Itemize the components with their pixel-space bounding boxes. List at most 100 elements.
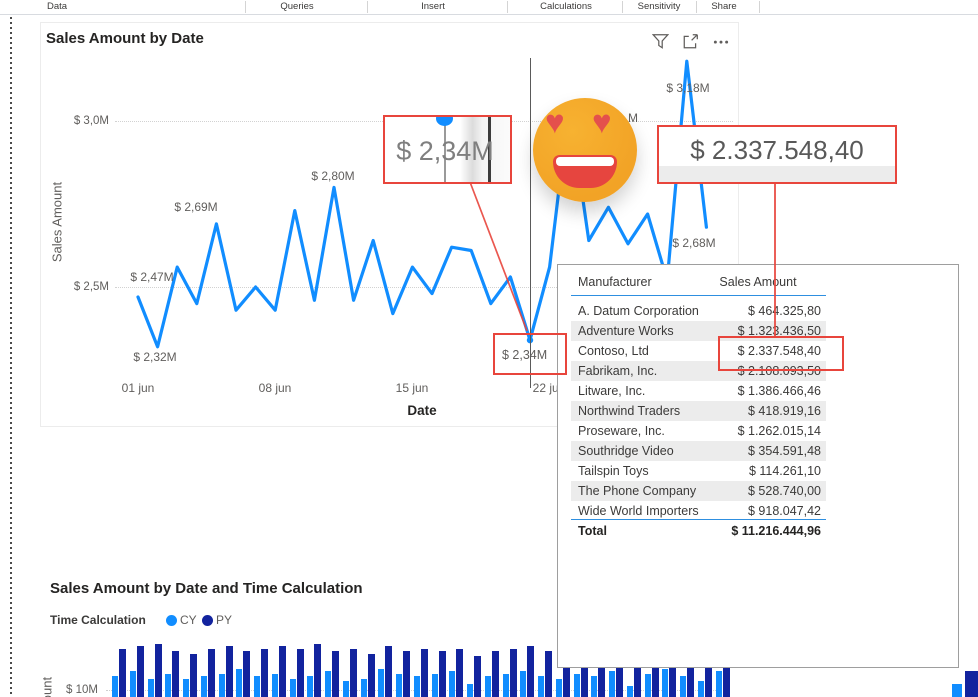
legend-dot-cy[interactable] (166, 615, 177, 626)
y-tick-2-5m: $ 2,5M (73, 281, 109, 293)
bar-cy (236, 668, 243, 697)
manufacturer-cell: Northwind Traders (578, 404, 681, 418)
bar-py (403, 651, 410, 697)
bar-cy (662, 668, 669, 697)
total-value: $ 11.216.444,96 (731, 524, 821, 538)
emoji-mouth (553, 155, 617, 188)
bar-cy (697, 681, 704, 697)
bar-cy (449, 671, 456, 697)
bar-chart-title: Sales Amount by Date and Time Calculatio… (50, 580, 363, 597)
bar-cy (520, 671, 527, 697)
bar-py (261, 648, 268, 697)
manufacturer-cell: Fabrikam, Inc. (578, 364, 658, 378)
emoji-teeth (556, 157, 614, 166)
ribbon-tab-share[interactable]: Share (711, 1, 737, 12)
manufacturer-cell: Litware, Inc. (578, 384, 646, 398)
x-tick-01jun: 01 jun (121, 381, 155, 395)
bar-cy (183, 678, 189, 697)
bar-cy (413, 676, 420, 697)
bar-py (207, 648, 215, 697)
legend-label-cy[interactable]: CY (180, 613, 197, 627)
total-label: Total (578, 524, 607, 538)
bar-py (474, 656, 481, 697)
sales-amount-cell: $ 114.261,10 (748, 464, 821, 478)
ribbon-tab-sensitivity[interactable]: Sensitivity (637, 1, 681, 12)
ribbon-bar: Data Queries Insert Calculations Sensitivity… (0, 0, 978, 15)
ribbon-tab-data[interactable]: Data (46, 1, 68, 12)
sales-amount-cell: $ 1.262.015,14 (737, 424, 821, 438)
more-options-icon[interactable] (712, 33, 730, 50)
sales-amount-cell: $ 464.325,80 (748, 304, 821, 318)
manufacturer-cell: The Phone Company (578, 484, 697, 498)
manufacturer-cell: A. Datum Corporation (578, 304, 699, 318)
visual-header-icons (652, 33, 730, 50)
bar-py (527, 646, 535, 697)
bar-py (136, 646, 144, 697)
ribbon-separator (759, 1, 760, 13)
sales-amount-cell: $ 354.591,48 (748, 444, 821, 458)
callout-datapoint-dot (436, 117, 453, 126)
bar-cy (218, 673, 225, 697)
table-row: Wide World Importers $ 918.047,42 (571, 501, 826, 521)
y-tick-3m: $ 3,0M (73, 115, 109, 127)
bar-py (420, 648, 428, 697)
table-row: Litware, Inc. $ 1.386.466,46 (571, 381, 826, 401)
bar-cy (325, 671, 331, 697)
focus-mode-icon[interactable] (682, 33, 699, 50)
manufacturer-cell: Tailspin Toys (578, 464, 649, 478)
bar-cy (591, 676, 598, 697)
ribbon-tab-queries[interactable]: Queries (280, 1, 314, 12)
bar-cy (289, 678, 296, 697)
bar-cy (200, 676, 207, 697)
table-row: A. Datum Corporation $ 464.325,80 (571, 301, 826, 321)
x-tick-15jun: 15 jun (395, 381, 429, 395)
data-label: $ 2,32M (133, 350, 177, 364)
header-divider (571, 295, 826, 296)
zoomed-cell-callout: $ 2.337.548,40 (657, 125, 897, 184)
bar-py (456, 648, 464, 697)
data-label: $ 2,47M (130, 270, 174, 284)
bar-py (491, 651, 499, 697)
data-label: $ 3,18M (666, 81, 710, 95)
table-row: Southridge Video $ 354.591,48 (571, 441, 826, 461)
bar-py (367, 653, 375, 697)
ribbon-separator (696, 1, 697, 13)
bar-cy (715, 671, 722, 697)
ribbon-separator (622, 1, 623, 13)
ribbon-tab-calculations[interactable]: Calculations (540, 1, 592, 12)
bar-cy (609, 671, 615, 697)
total-divider (571, 519, 826, 520)
manufacturer-cell: Southridge Video (578, 444, 674, 458)
column-header-sales-amount: Sales Amount (719, 275, 797, 289)
table-row: The Phone Company $ 528.740,00 (571, 481, 826, 501)
bar-cy (431, 673, 438, 697)
sales-amount-cell: $ 918.047,42 (748, 504, 821, 518)
manufacturer-cell: Wide World Importers (578, 504, 699, 518)
zoomed-datapoint-callout: $ 2,34M (383, 115, 512, 184)
legend-label-py[interactable]: PY (216, 613, 233, 627)
bar-py (580, 643, 588, 697)
bar-cy (129, 671, 136, 697)
filter-icon[interactable] (652, 33, 669, 50)
ribbon-tab-insert[interactable]: Insert (421, 1, 445, 12)
bar-py (225, 646, 233, 697)
bar-cy (342, 681, 349, 697)
sales-amount-cell: $ 418.919,16 (748, 404, 821, 418)
legend-dot-py[interactable] (202, 615, 213, 626)
bar-cy (112, 676, 118, 697)
bar-py (438, 651, 446, 697)
sales-amount-cell: $ 528.740,00 (748, 484, 821, 498)
dip-label-highlight-box: $ 2,34M (493, 333, 567, 375)
bar-py (278, 646, 286, 697)
bar-cy (147, 678, 154, 697)
data-label: $ 2,80M (311, 169, 355, 183)
bar-py (119, 648, 126, 697)
data-label: $ 2,68M (672, 236, 716, 250)
bar-py (314, 643, 322, 697)
bar-py (332, 651, 339, 697)
table-row: Proseware, Inc. $ 1.262.015,14 (571, 421, 826, 441)
x-tick-08jun: 08 jun (258, 381, 292, 395)
table-row: Tailspin Toys $ 114.261,10 (571, 461, 826, 481)
